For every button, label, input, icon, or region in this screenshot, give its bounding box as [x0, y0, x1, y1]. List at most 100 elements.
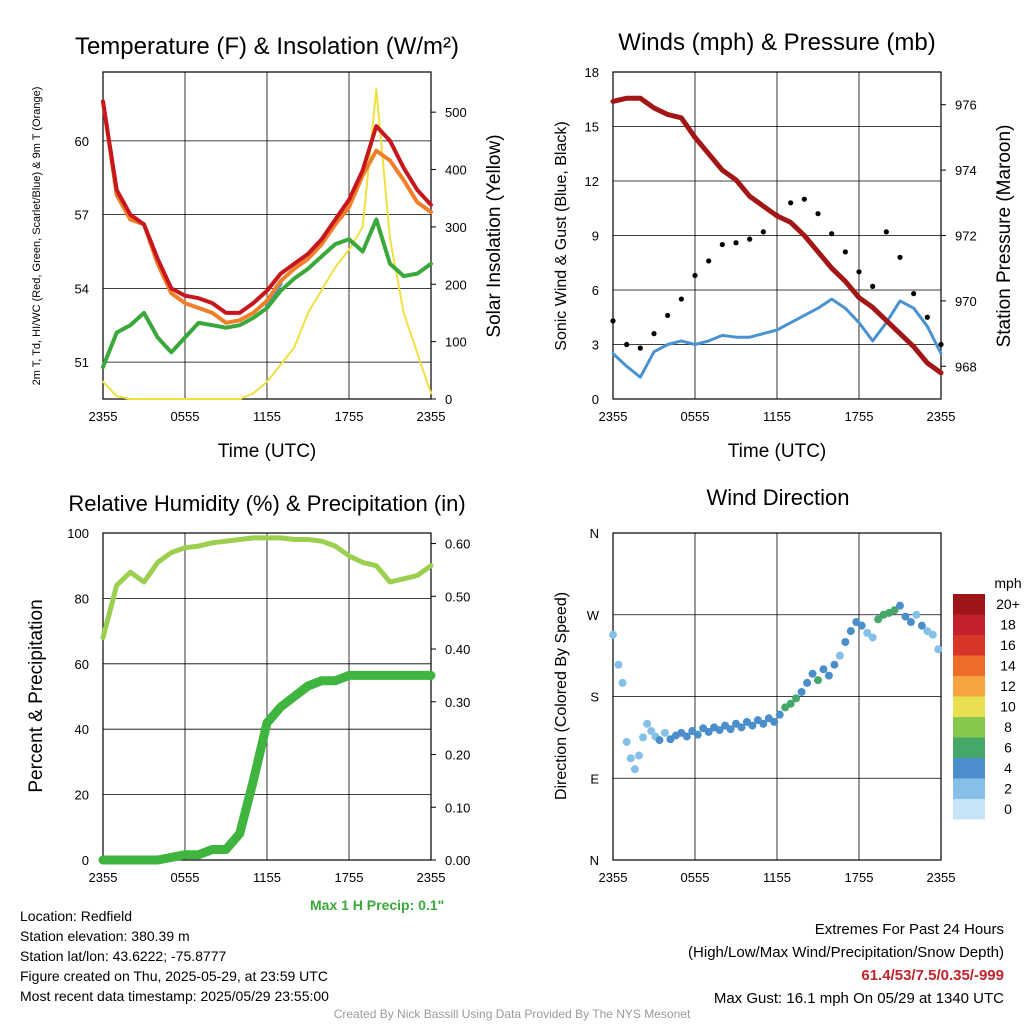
y-tick-label: S	[590, 690, 599, 705]
y-right-tick-label: 972	[955, 229, 977, 244]
y-axis-label: Percent & Precipitation	[26, 599, 47, 792]
direction-point	[890, 606, 899, 615]
y-tick-label: 100	[67, 526, 89, 541]
gust-point	[897, 254, 903, 260]
gust-point	[842, 249, 848, 255]
max-precip-annotation: Max 1 H Precip: 0.1"	[310, 897, 445, 913]
gust-point	[829, 231, 835, 237]
direction-point	[901, 612, 910, 621]
y-tick-label: E	[590, 771, 599, 786]
legend-swatch	[953, 778, 985, 799]
panel-title: Temperature (F) & Insolation (W/m²)	[75, 33, 459, 60]
direction-point	[655, 736, 664, 745]
extremes-title: Extremes For Past 24 Hours	[814, 921, 1004, 938]
gust-point	[924, 314, 930, 320]
direction-point	[737, 723, 746, 732]
max-gust-text: Max Gust: 16.1 mph On 05/29 at 1340 UTC	[713, 990, 1004, 1007]
y-axis-right-label: Station Pressure (Maroon)	[994, 125, 1015, 348]
direction-point	[786, 699, 795, 708]
x-tick-label: 1155	[763, 409, 791, 424]
recent-text: Most recent data timestamp: 2025/05/29 2…	[20, 988, 329, 1004]
x-tick-label: 0555	[171, 870, 200, 885]
series-line	[101, 217, 433, 369]
direction-point	[824, 671, 833, 680]
legend-label: 8	[1004, 719, 1012, 735]
direction-point	[630, 765, 639, 774]
legend-title: mph	[994, 575, 1021, 591]
gust-point	[624, 341, 630, 348]
legend-swatch	[953, 594, 985, 615]
y-tick-label: 18	[585, 65, 599, 80]
x-tick-label: 1755	[845, 870, 874, 885]
direction-point	[917, 621, 926, 630]
y-tick-label: 54	[75, 281, 89, 296]
legend-label: 20+	[996, 596, 1020, 612]
direction-point	[814, 676, 822, 685]
x-tick-label: 2355	[89, 870, 118, 885]
y-right-tick-label: 100	[445, 335, 467, 350]
gust-point	[911, 291, 917, 297]
legend-label: 6	[1004, 740, 1012, 756]
y-tick-label: W	[587, 608, 600, 623]
y-right-tick-label: 974	[955, 163, 977, 178]
gust-point	[651, 331, 657, 337]
x-tick-label: 1755	[335, 409, 364, 424]
y-tick-label: 60	[75, 134, 89, 149]
x-tick-label: 0555	[171, 409, 200, 424]
gust-point	[678, 296, 684, 302]
direction-point	[835, 651, 844, 660]
gust-point	[938, 341, 944, 348]
gust-point	[801, 196, 807, 202]
y-tick-label: 15	[585, 120, 599, 135]
direction-point	[715, 726, 724, 735]
legend-label: 2	[1004, 781, 1012, 797]
x-axis-label: Time (UTC)	[218, 441, 317, 462]
y-tick-label: 12	[585, 174, 599, 189]
y-right-tick-label: 0.30	[445, 695, 470, 710]
direction-point	[748, 721, 757, 730]
direction-point	[660, 728, 669, 737]
direction-point	[614, 660, 623, 669]
direction-point	[682, 732, 691, 741]
x-tick-label: 2355	[927, 870, 956, 885]
y-axis-label: Sonic Wind & Gust (Blue, Black)	[553, 121, 570, 350]
y-tick-label: 80	[75, 591, 89, 606]
extremes-panel: Extremes For Past 24 Hours (High/Low/Max…	[688, 918, 1004, 1010]
series-line	[98, 670, 436, 865]
gust-point	[856, 269, 862, 275]
elevation-text: Station elevation: 380.39 m	[20, 928, 190, 944]
y-right-tick-label: 0.40	[445, 642, 470, 657]
direction-point	[726, 725, 735, 734]
direction-point	[759, 719, 768, 728]
direction-point	[704, 727, 713, 736]
y-right-tick-label: 0.10	[445, 800, 470, 815]
direction-point	[906, 618, 915, 627]
direction-point	[868, 633, 877, 642]
extremes-values: 61.4/53/7.5/0.35/-999	[861, 967, 1004, 984]
direction-point	[896, 601, 904, 610]
direction-point	[622, 737, 631, 746]
direction-point	[841, 638, 850, 646]
x-tick-label: 2355	[417, 870, 446, 885]
gust-point	[733, 240, 739, 246]
direction-point	[912, 610, 921, 619]
direction-point	[857, 621, 866, 630]
y-axis-label: 2m T, Td, HI/WC (Red, Green, Scarlet/Blu…	[31, 87, 43, 386]
y-tick-label: N	[590, 853, 599, 868]
panel-title: Relative Humidity (%) & Precipitation (i…	[68, 491, 465, 516]
legend-swatch	[953, 758, 985, 779]
legend-label: 12	[1000, 678, 1016, 694]
series-line	[610, 95, 944, 376]
direction-point	[643, 719, 652, 728]
series-line	[101, 99, 433, 325]
legend-swatch	[953, 696, 985, 717]
y-right-tick-label: 200	[445, 277, 467, 292]
legend-swatch	[953, 737, 985, 758]
gust-point	[870, 283, 876, 289]
legend-label: 18	[1000, 617, 1016, 633]
panel-title: Winds (mph) & Pressure (mb)	[618, 29, 935, 56]
legend-swatch	[953, 614, 985, 635]
direction-point	[874, 615, 883, 624]
x-tick-label: 2355	[927, 409, 956, 424]
